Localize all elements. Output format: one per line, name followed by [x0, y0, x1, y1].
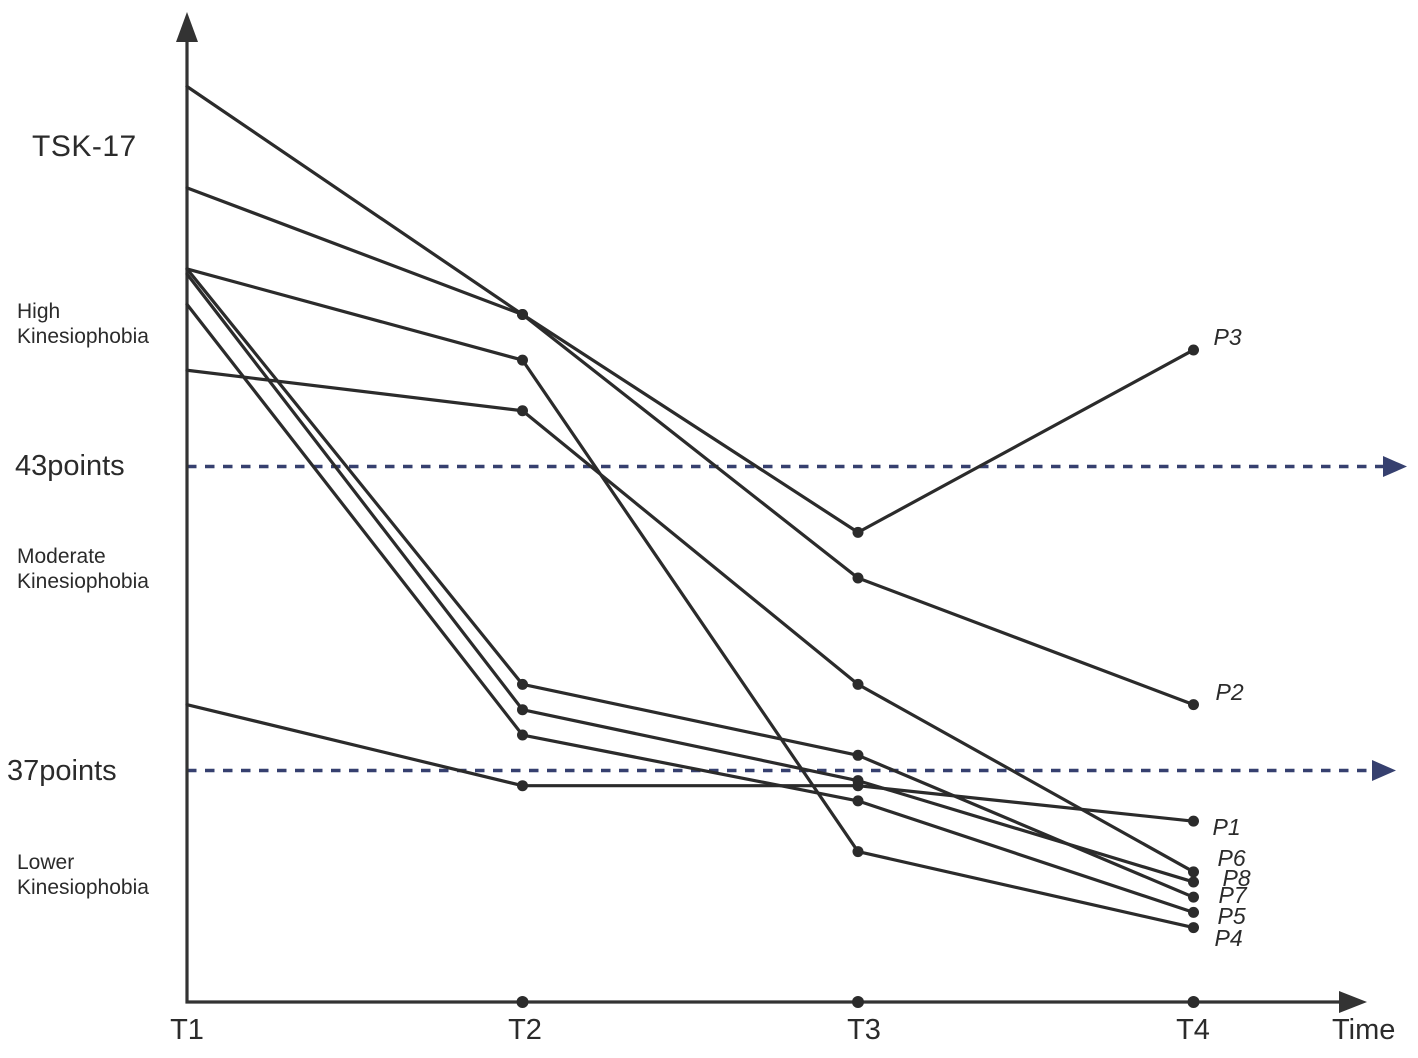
- reference-arrowhead-43: [1383, 456, 1407, 477]
- series-label-P6: P6: [1217, 844, 1246, 871]
- x-axis-title: Time: [1332, 1014, 1396, 1046]
- series-marker-P8-t2: [517, 704, 528, 716]
- series-marker-P5-t2: [517, 729, 528, 741]
- series-marker-P6-t2: [517, 405, 528, 417]
- series-marker-P4-t4: [1188, 922, 1199, 934]
- series-marker-P8-t3: [852, 775, 864, 787]
- x-axis-tick-dot-t2: [516, 996, 529, 1008]
- series-label-P4: P4: [1214, 924, 1243, 951]
- x-tick-label-t1: T1: [170, 1014, 204, 1046]
- x-axis-arrowhead: [1339, 991, 1367, 1013]
- series-marker-P6-t3: [852, 678, 864, 690]
- series-marker-P3-t4: [1188, 344, 1199, 356]
- zone-label-lower: Lower Kinesiophobia: [17, 851, 149, 899]
- reference-arrowhead-37: [1372, 760, 1396, 782]
- series-marker-P7-t3: [852, 749, 864, 761]
- series-marker-P1-t4: [1188, 815, 1199, 827]
- series-marker-P7-t4: [1188, 891, 1199, 903]
- series-label-P3: P3: [1213, 323, 1242, 350]
- x-tick-label-t3: T3: [847, 1014, 881, 1046]
- series-line-P5: [185, 302, 1196, 914]
- x-axis-tick-dot-t3: [852, 996, 864, 1008]
- x-tick-label-t4: T4: [1176, 1014, 1210, 1046]
- series-line-P6: [185, 368, 1196, 874]
- x-tick-label-t2: T2: [508, 1014, 542, 1046]
- series-label-P5: P5: [1217, 903, 1246, 930]
- y-axis-title: TSK-17: [32, 130, 137, 163]
- series-marker-P5-t3: [852, 795, 864, 807]
- series-line-P2: [185, 186, 1196, 707]
- series-marker-P4-t3: [852, 846, 864, 858]
- series-marker-P5-t4: [1188, 906, 1199, 918]
- series-marker-P8-t4: [1188, 876, 1199, 888]
- series-marker-P4-t2: [517, 354, 528, 366]
- series-marker-P6-t4: [1188, 866, 1199, 878]
- zone-label-high: High Kinesiophobia: [17, 300, 149, 348]
- series-line-P1: [185, 703, 1196, 823]
- y-axis-arrowhead: [176, 12, 198, 42]
- threshold-label-37: 37points: [7, 755, 117, 787]
- series-label-P1: P1: [1212, 814, 1241, 841]
- series-label-P7: P7: [1218, 882, 1247, 909]
- series-marker-P2-t3: [852, 572, 864, 584]
- series-marker-P3-t3: [852, 526, 864, 538]
- series-marker-P1-t2: [517, 780, 528, 792]
- series-marker-P3-t2: [517, 308, 528, 320]
- series-line-P8: [185, 272, 1196, 884]
- x-axis-tick-dot-t4: [1187, 996, 1200, 1008]
- series-line-P3: [185, 84, 1196, 534]
- series-line-P4: [185, 267, 1196, 930]
- series-line-P7: [185, 267, 1196, 899]
- zone-label-moderate: Moderate Kinesiophobia: [17, 545, 149, 593]
- series-marker-P2-t4: [1188, 699, 1199, 711]
- threshold-label-43: 43points: [15, 450, 125, 482]
- series-label-P8: P8: [1222, 864, 1251, 891]
- series-label-P2: P2: [1215, 678, 1244, 705]
- series-marker-P7-t2: [517, 678, 528, 690]
